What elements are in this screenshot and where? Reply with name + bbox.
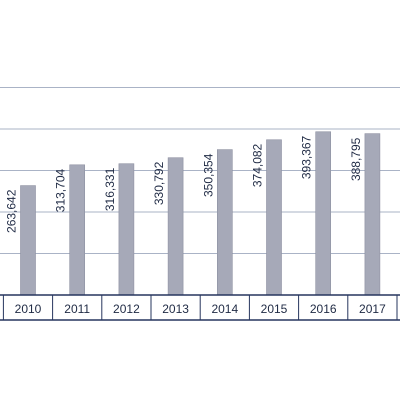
bars [20,131,381,296]
value-label-2014: 350,354 [201,153,215,197]
value-label-2015: 374,082 [251,143,265,187]
x-tick-label-2012: 2012 [113,302,140,316]
bar-2013 [167,157,184,296]
x-tick-label-2010: 2010 [15,302,42,316]
bar-2014 [217,149,233,296]
bar-2011 [69,164,85,296]
x-tick-labels: 2010 2011 2012 2013 2014 2015 2016 2017 [15,302,386,316]
bar-2015 [266,139,282,296]
x-tick-label-2017: 2017 [359,302,386,316]
x-axis [0,294,400,321]
value-label-2013: 330,792 [152,161,166,205]
gridlines [0,87,400,254]
value-label-2012: 316,331 [103,167,117,211]
bar-2010 [20,185,36,296]
value-label-2016: 393,367 [300,135,314,179]
value-labels: 263,642 313,704 316,331 330,792 350,354 374,0… [5,135,363,233]
x-tick-label-2013: 2013 [162,302,189,316]
value-label-2010: 263,642 [5,189,19,233]
x-tick-label-2016: 2016 [310,302,337,316]
bar-2017 [364,133,381,296]
x-tick-label-2011: 2011 [64,302,90,316]
x-tick-label-2015: 2015 [261,302,288,316]
value-label-2017: 388,795 [349,137,363,181]
bar-2012 [118,163,135,296]
value-label-2011: 313,704 [54,169,68,213]
x-tick-label-2014: 2014 [211,302,238,316]
bar-2016 [315,131,332,296]
